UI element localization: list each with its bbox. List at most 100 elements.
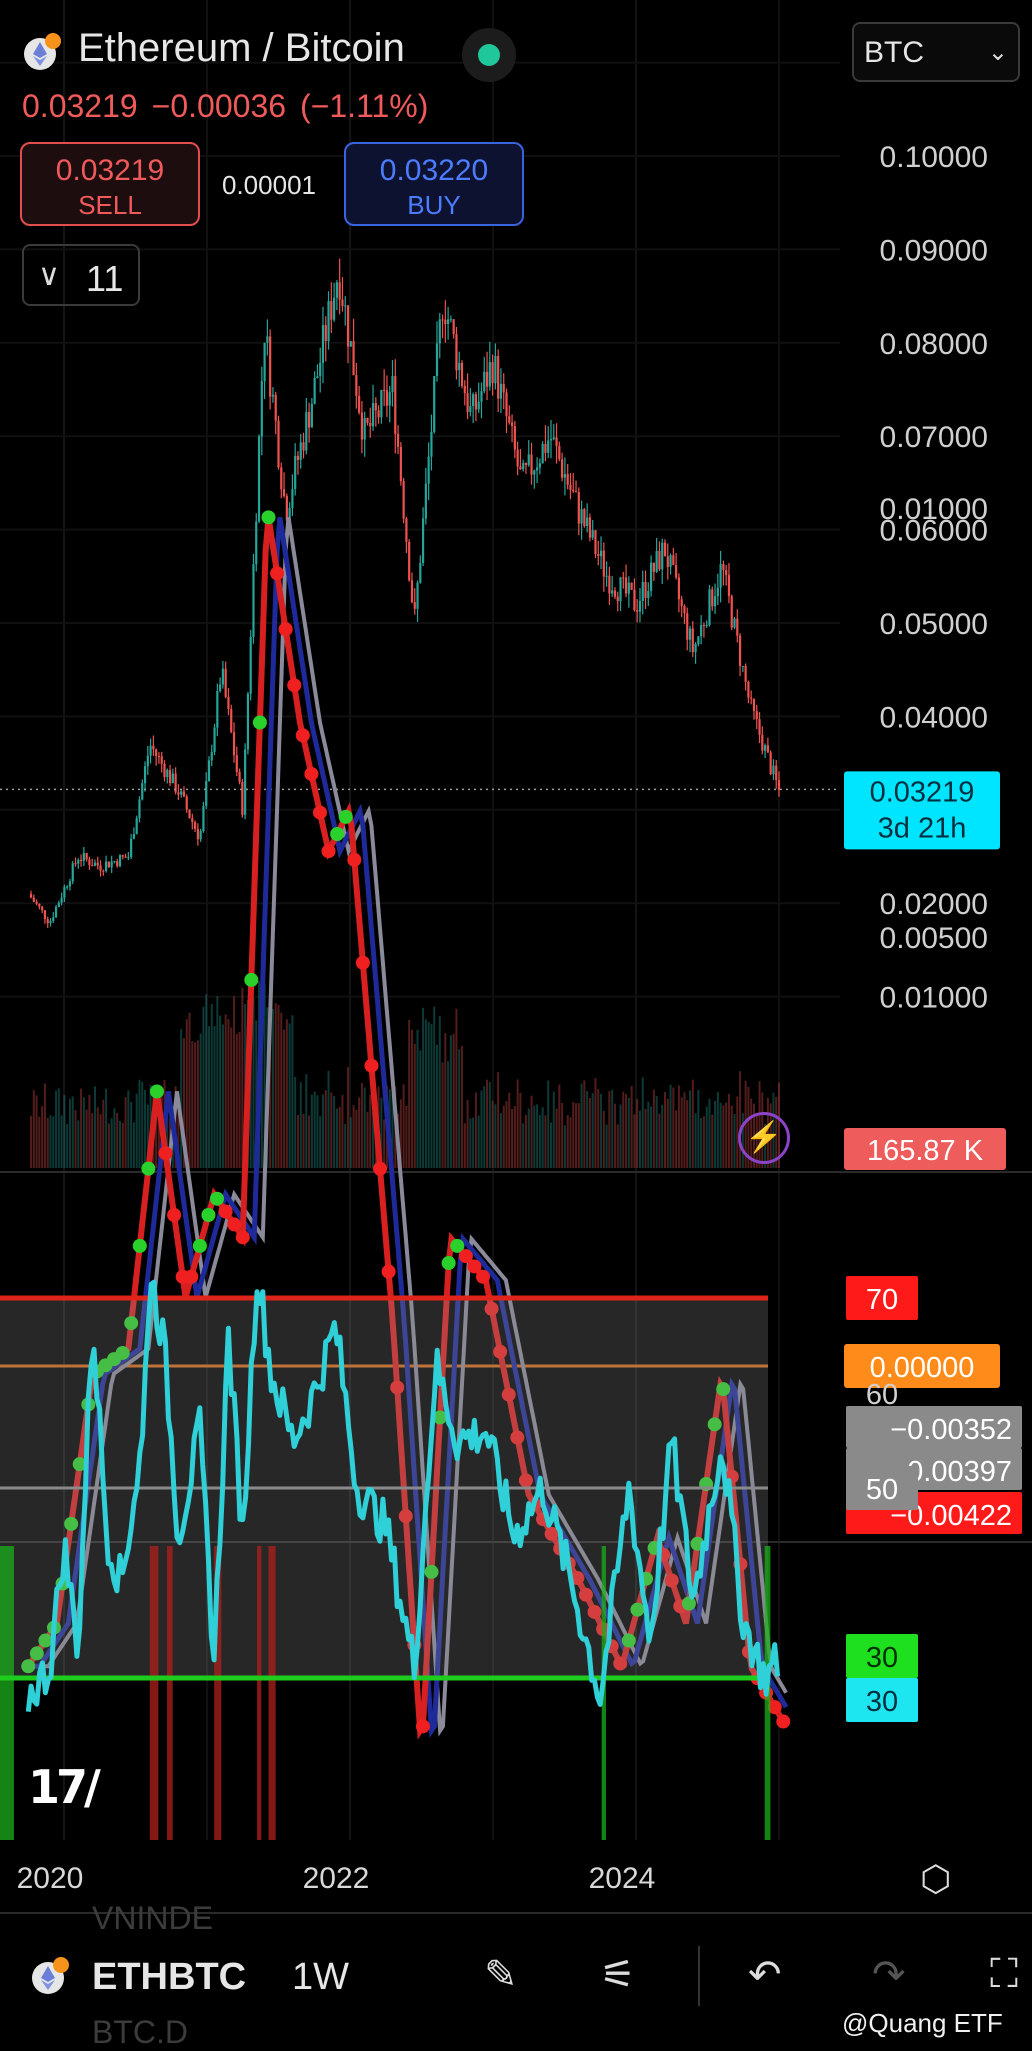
fullscreen-icon[interactable]: ⛶ xyxy=(990,1952,1018,1996)
volume-bar xyxy=(739,1071,742,1168)
candle-body xyxy=(761,734,764,751)
candle-body xyxy=(755,711,758,720)
volume-bar xyxy=(561,1102,564,1168)
oscillator-dot xyxy=(278,622,293,637)
oscillator-dot xyxy=(252,715,267,730)
timeframe-button[interactable]: 1W xyxy=(292,1956,349,1998)
currency-select[interactable]: BTC ⌄ xyxy=(852,22,1020,82)
volume-bar xyxy=(105,1088,108,1168)
lightning-icon[interactable]: ⚡ xyxy=(738,1112,790,1164)
oscillator-dot xyxy=(493,1344,508,1359)
undo-icon[interactable]: ↶ xyxy=(748,1953,782,1997)
candle-body xyxy=(377,410,380,418)
watermark: @Quang ETF xyxy=(842,2008,1003,2038)
candle-body xyxy=(360,412,364,440)
candle-body xyxy=(599,550,603,557)
volume-bar xyxy=(310,1094,313,1168)
candle-body xyxy=(316,376,319,379)
volume-bar xyxy=(725,1102,728,1168)
sliders-icon[interactable]: ⚟ xyxy=(600,1953,636,1997)
candle-body xyxy=(552,437,555,440)
candle-body xyxy=(57,902,60,907)
volume-bar xyxy=(452,1033,455,1168)
volume-bar xyxy=(30,1115,33,1168)
volume-bar xyxy=(130,1101,133,1168)
price-axis-tick: 0.10000 xyxy=(880,141,988,174)
candle-body xyxy=(541,443,544,464)
candle-body xyxy=(499,383,503,399)
candle-body xyxy=(435,343,439,377)
symbol-title[interactable]: Ethereum / Bitcoin xyxy=(78,26,405,70)
candle-body xyxy=(282,489,286,497)
candle-body xyxy=(497,355,500,399)
candle-body xyxy=(421,518,425,563)
candle-body xyxy=(324,325,327,341)
candle-body xyxy=(524,462,528,466)
oscillator-dot xyxy=(38,1633,53,1648)
candle-body xyxy=(313,378,316,404)
symbol-button[interactable]: ETHBTC xyxy=(92,1956,247,1998)
oscillator-dot xyxy=(681,1596,696,1611)
candle-body xyxy=(388,392,391,406)
candle-body xyxy=(330,301,333,320)
volume-bar xyxy=(408,1019,411,1168)
candle-body xyxy=(271,394,275,397)
candle-body xyxy=(711,589,714,607)
oscillator-dot xyxy=(467,1259,482,1274)
candle-body xyxy=(716,587,719,597)
volume-bar xyxy=(700,1118,703,1168)
volume-bar xyxy=(716,1091,719,1168)
candle-body xyxy=(79,859,83,861)
eth-btc-coin-icon xyxy=(24,33,61,70)
oscillator-dot xyxy=(767,1700,782,1715)
volume-bar xyxy=(41,1106,44,1168)
price-axis-tick: 0.02000 xyxy=(880,888,988,921)
volume-bar xyxy=(730,1105,733,1168)
candle-body xyxy=(463,385,466,394)
volume-bar xyxy=(488,1082,491,1168)
volume-bar xyxy=(119,1120,122,1168)
volume-bar xyxy=(613,1103,616,1168)
volume-bar xyxy=(227,1019,230,1168)
oscillator-dot xyxy=(192,1238,207,1253)
volume-bar xyxy=(602,1110,605,1168)
volume-bar xyxy=(66,1124,69,1168)
oscillator-dot xyxy=(390,1380,405,1395)
volume-bar xyxy=(43,1083,46,1168)
price-quote: 0.03219 −0.00036 (−1.11%) xyxy=(22,88,442,125)
candle-body xyxy=(686,613,689,640)
volume-bar xyxy=(210,1004,213,1168)
oscillator-dot xyxy=(707,1417,722,1432)
volume-bar xyxy=(316,1095,319,1168)
volume-bar xyxy=(291,1015,294,1168)
candle-body xyxy=(669,555,672,567)
buy-button[interactable]: 0.03220 BUY xyxy=(344,142,524,226)
candle-body xyxy=(458,362,461,371)
volume-bar xyxy=(255,1020,258,1168)
oscillator-dot xyxy=(347,852,362,867)
volume-bar xyxy=(366,1111,369,1168)
rsi-axis-tick: 30 xyxy=(866,1686,898,1718)
pencil-icon[interactable]: ✎ xyxy=(484,1953,518,1997)
price-axis-tick: 0.09000 xyxy=(880,234,988,267)
redo-icon[interactable]: ↷ xyxy=(872,1953,906,1997)
indicators-collapse-button[interactable]: ∨ 11 xyxy=(22,244,140,306)
volume-bar xyxy=(349,1117,352,1168)
oscillator-dot xyxy=(287,678,302,693)
volume-bar xyxy=(705,1106,708,1168)
candle-body xyxy=(533,470,536,475)
settings-hex-icon[interactable]: ⬡ xyxy=(920,1858,952,1899)
candle-body xyxy=(149,745,152,756)
sell-button[interactable]: 0.03219 SELL xyxy=(20,142,200,226)
candle-body xyxy=(110,861,113,868)
volume-bar xyxy=(321,1094,324,1168)
candle-body xyxy=(232,732,236,756)
oscillator-dot xyxy=(295,728,310,743)
price-chart[interactable]: 0.110000.100000.090000.080000.070000.060… xyxy=(0,0,1032,1912)
candle-body xyxy=(333,297,336,320)
oscillator-dot xyxy=(424,1564,439,1579)
volume-bar xyxy=(469,1118,472,1168)
candle-body xyxy=(257,436,261,522)
candle-body xyxy=(513,425,516,450)
candle-body xyxy=(280,467,283,490)
